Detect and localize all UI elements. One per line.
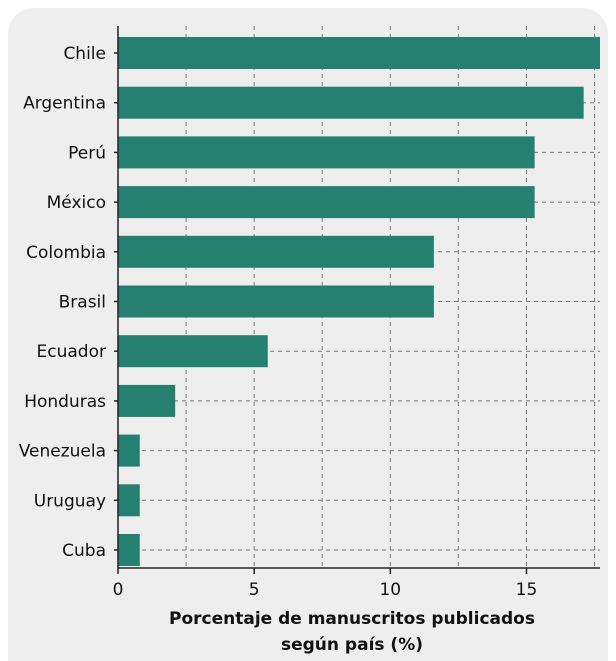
x-tick-label: 15	[516, 580, 538, 600]
category-label: Honduras	[24, 392, 106, 412]
x-tick-label: 5	[249, 580, 260, 600]
bar	[118, 186, 535, 219]
category-label: México	[47, 193, 106, 213]
bar	[118, 235, 434, 268]
category-label: Perú	[68, 143, 106, 163]
x-axis-ticks: 0 5 10 15	[113, 568, 538, 600]
category-label: Brasil	[59, 293, 106, 313]
category-labels: Chile Argentina Perú México Colombia Brasil Ec…	[19, 44, 118, 561]
x-tick-label: 0	[113, 580, 124, 600]
bar	[118, 335, 268, 368]
category-label: Chile	[63, 44, 106, 64]
x-tick-label: 10	[379, 580, 401, 600]
bar	[118, 86, 584, 119]
x-axis-title-line-1: Porcentaje de manuscritos publicados	[169, 609, 535, 629]
category-label: Colombia	[26, 243, 106, 263]
bar	[118, 484, 140, 517]
category-label: Ecuador	[37, 342, 106, 362]
category-label: Cuba	[62, 541, 106, 561]
bars	[118, 37, 600, 566]
category-label: Argentina	[23, 94, 106, 114]
bar	[118, 285, 434, 318]
x-axis-title-line-2: según país (%)	[281, 635, 423, 655]
bar	[118, 37, 600, 69]
bar	[118, 384, 176, 417]
category-label: Uruguay	[34, 491, 106, 511]
bar	[118, 534, 140, 566]
category-label: Venezuela	[19, 442, 106, 462]
bar	[118, 136, 535, 169]
bar	[118, 434, 140, 467]
